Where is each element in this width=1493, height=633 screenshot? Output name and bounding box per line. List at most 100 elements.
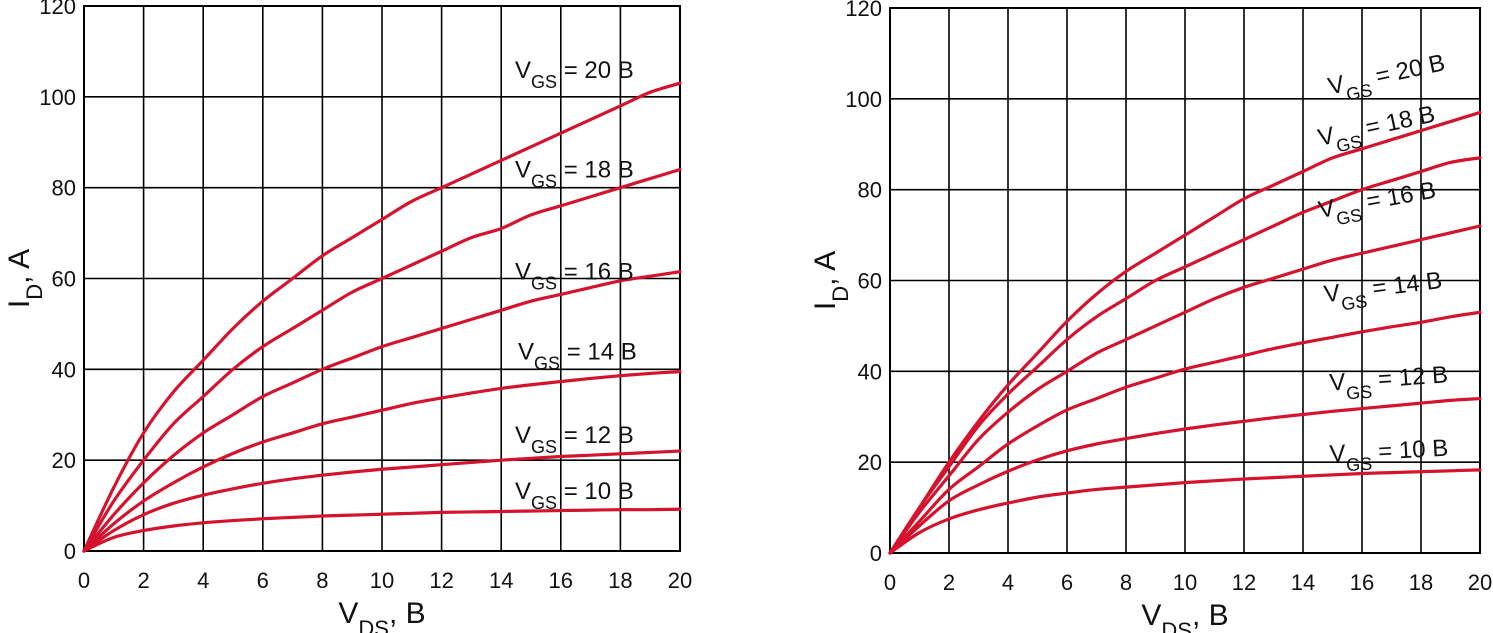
series-label-sub: GS — [534, 354, 560, 374]
series-label-rest: = 10 B — [557, 478, 634, 505]
series-line-2 — [82, 270, 682, 553]
series-line-1 — [82, 167, 682, 553]
y-axis-title: ID, A — [809, 251, 853, 310]
grid — [889, 7, 1481, 554]
series-label-5: VGS = 10 B — [515, 478, 634, 513]
series-label-main: V — [1329, 440, 1346, 468]
x-tick-label: 2 — [943, 570, 955, 595]
series-label-main: V — [1322, 279, 1341, 308]
x-tick-label: 18 — [1409, 570, 1433, 595]
y-axis-title-unit: , A — [3, 249, 36, 284]
x-tick-label: 10 — [1173, 570, 1197, 595]
series-label-sub: GS — [1346, 382, 1373, 404]
x-axis-title-sub: DS — [1161, 618, 1192, 633]
series-line-3 — [82, 370, 682, 553]
y-tick-label: 40 — [52, 357, 76, 382]
series-label-sub: GS — [1335, 205, 1364, 229]
series-line-1 — [888, 156, 1482, 555]
series-label-4: VGS = 12 B — [515, 422, 634, 457]
x-axis-title: VDS, B — [1141, 599, 1228, 633]
plot-frame — [83, 5, 681, 552]
series-label-sub: GS — [1334, 131, 1364, 156]
series-label-2: VGS = 16 B — [1316, 177, 1439, 232]
series-line-0 — [888, 110, 1482, 555]
x-tick-label: 14 — [489, 568, 513, 593]
series-line-0 — [82, 81, 682, 553]
y-tick-label: 60 — [52, 267, 76, 292]
series-label-5: VGS = 10 B — [1329, 435, 1449, 476]
series-label-2: VGS = 16 B — [515, 259, 634, 294]
y-axis-title-unit: , A — [809, 251, 842, 286]
x-tick-label: 0 — [884, 570, 896, 595]
series-label-main: V — [518, 339, 534, 366]
series-label-main: V — [515, 422, 531, 449]
y-tick-label: 0 — [64, 539, 76, 564]
series-label-main: V — [515, 478, 531, 505]
series-label-main: V — [1329, 369, 1347, 397]
series-label-sub: GS — [1340, 291, 1368, 314]
series-label-rest: = 16 B — [1358, 177, 1438, 217]
x-axis-title-unit: , B — [389, 597, 426, 630]
series-label-sub: GS — [531, 72, 557, 92]
x-tick-label: 6 — [1061, 570, 1073, 595]
x-tick-label: 12 — [1232, 570, 1256, 595]
x-tick-label: 16 — [1350, 570, 1374, 595]
series-label-rest: = 18 B — [557, 157, 634, 184]
x-axis-title-unit: , B — [1192, 599, 1229, 632]
x-tick-label: 18 — [608, 568, 632, 593]
x-tick-label: 8 — [316, 568, 328, 593]
series-label-sub: GS — [531, 274, 557, 294]
x-tick-label: 2 — [137, 568, 149, 593]
y-tick-label: 100 — [39, 85, 76, 110]
series-label-sub: GS — [531, 172, 557, 192]
y-axis-title-sub: D — [828, 286, 853, 302]
series-line-5 — [888, 468, 1482, 555]
x-tick-label: 20 — [668, 568, 692, 593]
x-tick-label: 14 — [1291, 570, 1315, 595]
series-line-2 — [888, 224, 1482, 555]
x-axis-title-sub: DS — [358, 616, 389, 633]
y-axis-title-main: I — [809, 302, 842, 310]
x-tick-label: 4 — [1002, 570, 1014, 595]
grid — [83, 5, 681, 552]
y-tick-label: 80 — [858, 178, 882, 203]
series-label-rest: = 14 B — [560, 339, 637, 366]
x-tick-label: 16 — [549, 568, 573, 593]
series-line-3 — [888, 310, 1482, 555]
series-label-main: V — [515, 57, 531, 84]
series-label-3: VGS = 14 B — [518, 339, 637, 374]
series-label-rest: = 20 B — [557, 57, 634, 84]
y-tick-label: 40 — [858, 359, 882, 384]
x-tick-label: 0 — [78, 568, 90, 593]
x-tick-label: 4 — [197, 568, 209, 593]
y-tick-label: 20 — [52, 448, 76, 473]
x-tick-label: 12 — [429, 568, 453, 593]
series-label-main: V — [1316, 195, 1336, 224]
y-tick-label: 20 — [858, 450, 882, 475]
x-tick-label: 10 — [370, 568, 394, 593]
series-label-sub: GS — [531, 493, 557, 513]
series-label-rest: = 16 B — [557, 259, 634, 286]
series-label-main: V — [1316, 122, 1337, 152]
series-line-5 — [82, 507, 682, 553]
y-tick-label: 0 — [870, 541, 882, 566]
x-tick-label: 8 — [1120, 570, 1132, 595]
series-label-rest: = 12 B — [1370, 361, 1448, 393]
y-tick-label: 80 — [52, 176, 76, 201]
series-label-0: VGS = 20 B — [515, 57, 634, 92]
series-label-sub: GS — [1344, 80, 1374, 105]
series-label-4: VGS = 12 B — [1329, 361, 1450, 404]
series-label-rest: = 20 B — [1367, 49, 1448, 91]
series-label-main: V — [515, 157, 531, 184]
series-line-4 — [82, 449, 682, 553]
y-tick-label: 120 — [39, 0, 76, 19]
series-label-sub: GS — [1346, 454, 1373, 475]
y-axis-title: ID, A — [3, 249, 47, 308]
series-label-rest: = 12 B — [557, 422, 634, 449]
series-label-sub: GS — [531, 437, 557, 457]
series-line-4 — [888, 396, 1482, 555]
x-axis-title: VDS, B — [338, 597, 425, 633]
x-axis-title-main: V — [1141, 599, 1161, 632]
